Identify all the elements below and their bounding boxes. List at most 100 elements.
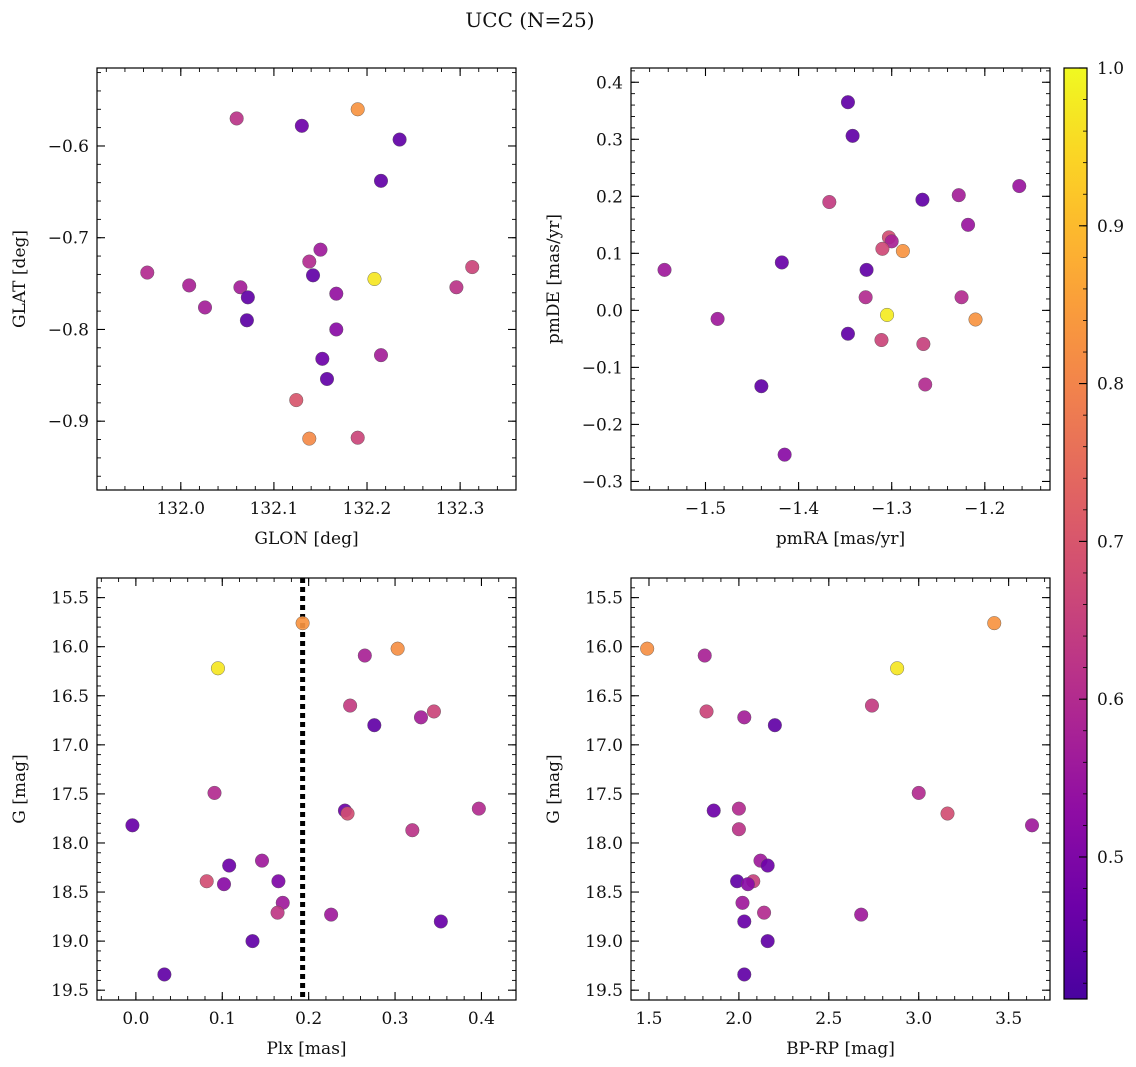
data-point (875, 241, 890, 256)
data-point (313, 242, 328, 257)
y-tick-label: 19.5 (51, 981, 89, 1001)
x-tick-label: 132.0 (156, 499, 205, 519)
data-point (757, 905, 772, 920)
y-tick-label: 0.0 (596, 301, 623, 321)
x-axis-label: GLON [deg] (254, 529, 358, 549)
data-point (859, 262, 874, 277)
y-axis-label: GLAT [deg] (10, 230, 30, 328)
y-tick-label: 0.4 (596, 73, 623, 93)
data-point (392, 132, 407, 147)
colorbar-gradient (1064, 68, 1087, 999)
data-point (294, 118, 309, 133)
axes-frame (630, 577, 1051, 1001)
x-tick-label: 132.1 (250, 499, 299, 519)
data-point (222, 858, 237, 873)
y-tick-label: 16.5 (51, 687, 89, 707)
x-tick-label: 0.0 (122, 1009, 149, 1029)
data-point (760, 858, 775, 873)
data-point (229, 111, 244, 126)
data-point (822, 195, 837, 210)
data-point (302, 254, 317, 269)
axes-frame (630, 67, 1051, 491)
data-point (731, 822, 746, 837)
x-tick-label: 2.0 (725, 1009, 752, 1029)
data-point (199, 874, 214, 889)
data-point (367, 718, 382, 733)
data-point (1025, 818, 1040, 833)
data-point (216, 877, 231, 892)
x-tick-label: −1.3 (871, 499, 912, 519)
data-point (340, 806, 355, 821)
x-tick-label: 3.5 (995, 1009, 1022, 1029)
data-point (710, 311, 725, 326)
data-point (911, 785, 926, 800)
x-axis-label: BP-RP [mag] (786, 1039, 895, 1059)
colorbar: 0.5 0.6 0.7 0.8 0.9 1.0 (1063, 59, 1124, 1000)
y-tick-label: −0.1 (582, 358, 623, 378)
y-tick-label: 17.0 (585, 736, 623, 756)
data-point (706, 803, 721, 818)
data-point (329, 322, 344, 337)
x-tick-label: 132.2 (343, 499, 392, 519)
data-point (961, 217, 976, 232)
data-point (289, 393, 304, 408)
data-point (737, 914, 752, 929)
x-tick-label: −1.4 (778, 499, 819, 519)
data-point (895, 244, 910, 259)
data-point (880, 307, 895, 322)
y-tick-label: 18.5 (585, 883, 623, 903)
y-tick-label: 0.2 (596, 187, 623, 207)
colorbar-tick-label: 1.0 (1097, 59, 1124, 79)
y-tick-label: 18.0 (585, 834, 623, 854)
data-point (940, 806, 955, 821)
y-tick-label: −0.2 (582, 415, 623, 435)
data-point (697, 648, 712, 663)
y-tick-label: 16.0 (51, 638, 89, 658)
y-tick-label: 18.0 (51, 834, 89, 854)
data-point (343, 698, 358, 713)
data-point (1012, 179, 1027, 194)
data-point (295, 616, 310, 631)
colorbar-tick-label: 0.9 (1097, 217, 1124, 237)
x-axis-label: Plx [mas] (266, 1039, 346, 1059)
data-point (777, 447, 792, 462)
y-axis-label: G [mag] (10, 754, 30, 823)
data-point (874, 333, 889, 348)
data-point (271, 874, 286, 889)
data-point (884, 234, 899, 249)
data-point (954, 290, 969, 305)
data-point (951, 188, 966, 203)
axes-frame (96, 67, 517, 491)
data-point (390, 641, 405, 656)
data-point (329, 286, 344, 301)
data-point (233, 280, 248, 295)
y-tick-label: 0.3 (596, 130, 623, 150)
data-point (840, 95, 855, 110)
data-point (239, 313, 254, 328)
data-point (306, 268, 321, 283)
data-point (255, 853, 270, 868)
x-tick-label: −1.2 (964, 499, 1005, 519)
y-tick-label: 17.5 (585, 785, 623, 805)
data-point (737, 710, 752, 725)
x-axis-label: pmRA [mas/yr] (776, 529, 905, 549)
y-tick-label: −0.6 (48, 137, 89, 157)
data-point (740, 877, 755, 892)
y-axis-label: G [mag] (544, 754, 564, 823)
data-point (315, 351, 330, 366)
data-point (968, 312, 983, 327)
y-tick-label: 19.0 (51, 932, 89, 952)
data-point (774, 255, 789, 270)
data-point (357, 648, 372, 663)
data-point (373, 348, 388, 363)
x-tick-label: 0.1 (209, 1009, 236, 1029)
y-tick-label: 16.5 (585, 687, 623, 707)
data-point (916, 337, 931, 352)
colorbar-tick-label: 0.6 (1097, 690, 1124, 710)
data-point (319, 371, 334, 386)
x-tick-label: 3.0 (905, 1009, 932, 1029)
panel-glon-glat: 132.0 132.1 132.2 132.3 −0.6 −0.7 −0.8 −0.9 GLON… (10, 67, 517, 549)
data-point (413, 710, 428, 725)
data-point (302, 431, 317, 446)
